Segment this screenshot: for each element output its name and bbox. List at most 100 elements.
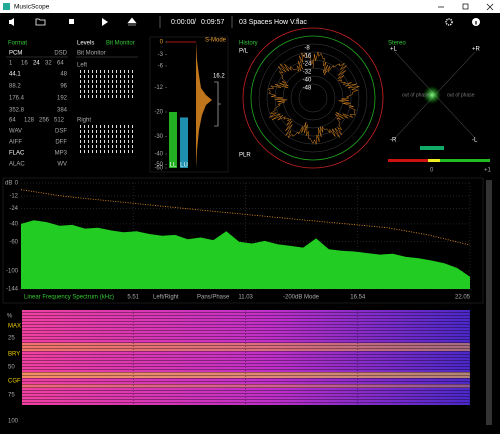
- spectrogram-label: 50: [8, 365, 15, 371]
- meter-channel-label: LL: [170, 163, 177, 169]
- stereo-cloud: [423, 86, 441, 104]
- spectrum-frame: [2, 177, 484, 304]
- scale-label: +1: [484, 168, 492, 174]
- play-button[interactable]: [102, 18, 108, 26]
- meter-frame: [149, 36, 229, 173]
- x-tick-label: 5.51: [127, 295, 139, 301]
- format-option: 512: [54, 118, 65, 124]
- meter-scale-label: -40: [154, 152, 163, 158]
- format-option: WV: [57, 162, 67, 168]
- app-icon: [3, 3, 10, 10]
- stereo-label: -L: [472, 138, 478, 144]
- meter-readout: 16.2: [213, 74, 225, 80]
- panel-title: History: [239, 41, 258, 47]
- format-option: DSD: [54, 51, 67, 57]
- scale-label: 0: [430, 168, 434, 174]
- time-separator: /: [194, 19, 196, 26]
- mode-button[interactable]: Pans/Phase: [197, 295, 230, 301]
- stereo-label: +L: [390, 47, 398, 53]
- format-option: MP3: [55, 151, 68, 157]
- x-tick-label: 22.05: [455, 295, 471, 301]
- meter-mode[interactable]: S-Mode: [205, 38, 227, 44]
- format-option: 44.1: [9, 72, 21, 78]
- y-tick-label: -12: [9, 194, 18, 200]
- stop-button[interactable]: [69, 19, 74, 24]
- format-option: PCM: [9, 51, 22, 57]
- spectrogram-label: CGF: [8, 379, 21, 385]
- format-option: 352.8: [9, 108, 25, 114]
- format-option: DFF: [55, 140, 67, 146]
- spectrogram-label: 25: [8, 336, 15, 342]
- unit-label: dB: [5, 181, 12, 187]
- format-option: FLAC: [9, 151, 25, 157]
- ring-label: -32: [303, 70, 312, 76]
- history-ring: [258, 43, 368, 153]
- file-name: 03 Spaces How V.flac: [239, 19, 307, 26]
- bit-monitor-left: [77, 70, 135, 100]
- info-glyph: [475, 21, 477, 25]
- history-ring: [266, 51, 360, 145]
- open-button[interactable]: [35, 18, 46, 26]
- format-option: 24: [33, 61, 40, 67]
- format-option: 64: [9, 118, 16, 124]
- tab[interactable]: Bit Monitor: [106, 41, 135, 47]
- close-button[interactable]: [486, 3, 494, 11]
- maximize-button[interactable]: [462, 3, 469, 10]
- x-tick-label: 11.03: [238, 295, 253, 301]
- y-tick-label: -60: [9, 239, 18, 245]
- meter-channel-label: LU: [180, 163, 188, 169]
- history-top-label: P/L: [239, 49, 249, 55]
- meter-scale-label: -60: [154, 166, 163, 172]
- spectrogram-label: 75: [8, 393, 15, 399]
- peak-line: [20, 189, 471, 246]
- format-option: 384: [57, 108, 68, 114]
- channel-label: Left: [77, 63, 87, 69]
- x-axis-title: Linear Frequency Spectrum (kHz): [24, 295, 114, 301]
- phase-bar-red: [388, 159, 428, 162]
- scrollbar[interactable]: [486, 180, 492, 425]
- history-ring: [298, 83, 328, 113]
- settings-button[interactable]: [445, 18, 453, 26]
- format-option: 48: [60, 72, 67, 78]
- level-histogram: [196, 42, 212, 168]
- mode-button[interactable]: Left/Right: [153, 295, 179, 301]
- phase-bar-yellow: [428, 159, 440, 162]
- panel-title: Levels: [77, 41, 94, 47]
- panel-title: Format: [8, 41, 27, 47]
- format-option: WAV: [9, 129, 22, 135]
- ring-label: -16: [303, 54, 312, 60]
- panel-title: Stereo: [388, 41, 406, 47]
- history-bottom-label: PLR: [239, 153, 251, 159]
- spectrogram-texture: [22, 310, 470, 405]
- format-option: 1: [9, 61, 13, 67]
- format-option: ALAC: [9, 162, 25, 168]
- ring-label: -48: [303, 86, 312, 92]
- spectrogram-label: 100: [8, 419, 19, 425]
- format-option: AIFF: [9, 140, 22, 146]
- bit-monitor-right: [77, 125, 135, 155]
- format-option: 96: [60, 84, 67, 90]
- y-tick-label: -40: [9, 222, 18, 228]
- format-option: 16: [21, 61, 28, 67]
- volume-button[interactable]: [9, 18, 14, 26]
- meter-scale-label: 0: [160, 40, 164, 46]
- channel-label: Right: [77, 118, 91, 124]
- readout-bracket: [214, 81, 221, 127]
- y-tick-label: -144: [6, 287, 19, 293]
- y-tick-label: -100: [6, 269, 19, 275]
- correlation-indicator: [420, 146, 444, 150]
- eject-button[interactable]: [127, 17, 137, 26]
- spectrogram-label: MAX: [8, 324, 21, 330]
- stereo-label: +R: [472, 47, 481, 53]
- mode-button[interactable]: -200dB Mode: [283, 295, 320, 301]
- meter-scale-label: -3: [158, 52, 164, 58]
- ring: [242, 27, 384, 169]
- panel-subtitle: Bit Monitor: [77, 51, 106, 57]
- spectrum-area: [21, 220, 470, 289]
- ring-label: -24: [303, 62, 312, 68]
- history-ring: [274, 59, 352, 137]
- ring: [250, 35, 376, 161]
- meter-scale-label: -30: [154, 134, 163, 140]
- time-total: 0:09:57: [201, 19, 224, 26]
